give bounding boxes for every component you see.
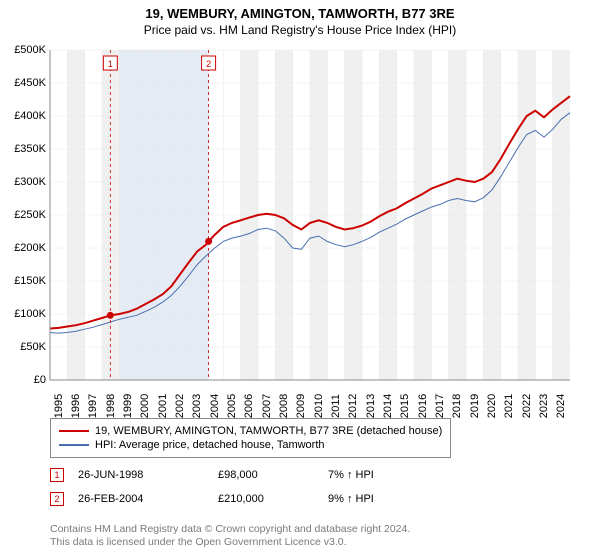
x-axis-label: 2019 — [469, 386, 481, 426]
legend-label: HPI: Average price, detached house, Tamw… — [95, 439, 325, 451]
legend-item: HPI: Average price, detached house, Tamw… — [59, 439, 442, 451]
y-axis-label: £200K — [14, 242, 46, 254]
y-axis-label: £100K — [14, 308, 46, 320]
legend-item: 19, WEMBURY, AMINGTON, TAMWORTH, B77 3RE… — [59, 425, 442, 437]
x-axis-label: 2018 — [451, 386, 463, 426]
sale-row: 1 26-JUN-1998 £98,000 7% ↑ HPI — [50, 468, 374, 482]
sale-delta: 7% ↑ HPI — [328, 469, 374, 481]
y-axis-label: £500K — [14, 44, 46, 56]
sale-price: £210,000 — [218, 493, 328, 505]
x-axis-label: 2023 — [538, 386, 550, 426]
chart-title: 19, WEMBURY, AMINGTON, TAMWORTH, B77 3RE — [0, 0, 600, 21]
sale-price: £98,000 — [218, 469, 328, 481]
footer: Contains HM Land Registry data © Crown c… — [50, 523, 410, 550]
sale-marker-icon: 2 — [50, 492, 64, 506]
y-axis-label: £250K — [14, 209, 46, 221]
legend: 19, WEMBURY, AMINGTON, TAMWORTH, B77 3RE… — [50, 418, 451, 458]
footer-line: This data is licensed under the Open Gov… — [50, 536, 410, 550]
x-axis-label: 2022 — [521, 386, 533, 426]
y-axis-label: £400K — [14, 110, 46, 122]
y-axis-label: £450K — [14, 77, 46, 89]
sale-date: 26-FEB-2004 — [78, 493, 218, 505]
legend-swatch — [59, 444, 89, 446]
footer-line: Contains HM Land Registry data © Crown c… — [50, 523, 410, 537]
chart-container: 19, WEMBURY, AMINGTON, TAMWORTH, B77 3RE… — [0, 0, 600, 560]
x-axis-label: 2020 — [486, 386, 498, 426]
y-axis-label: £150K — [14, 275, 46, 287]
y-axis-label: £50K — [20, 341, 46, 353]
chart-subtitle: Price paid vs. HM Land Registry's House … — [0, 21, 600, 37]
sale-row: 2 26-FEB-2004 £210,000 9% ↑ HPI — [50, 492, 374, 506]
sale-marker-icon: 1 — [50, 468, 64, 482]
y-axis-label: £0 — [34, 374, 46, 386]
sale-delta: 9% ↑ HPI — [328, 493, 374, 505]
y-axis-label: £350K — [14, 143, 46, 155]
svg-text:2: 2 — [206, 59, 211, 69]
plot-area: 12 £0£50K£100K£150K£200K£250K£300K£350K£… — [50, 50, 570, 380]
plot-svg: 12 — [50, 50, 570, 380]
svg-text:1: 1 — [108, 59, 113, 69]
y-axis-label: £300K — [14, 176, 46, 188]
x-axis-label: 2024 — [555, 386, 567, 426]
sale-date: 26-JUN-1998 — [78, 469, 218, 481]
legend-swatch — [59, 430, 89, 432]
legend-label: 19, WEMBURY, AMINGTON, TAMWORTH, B77 3RE… — [95, 425, 442, 437]
x-axis-label: 2021 — [503, 386, 515, 426]
